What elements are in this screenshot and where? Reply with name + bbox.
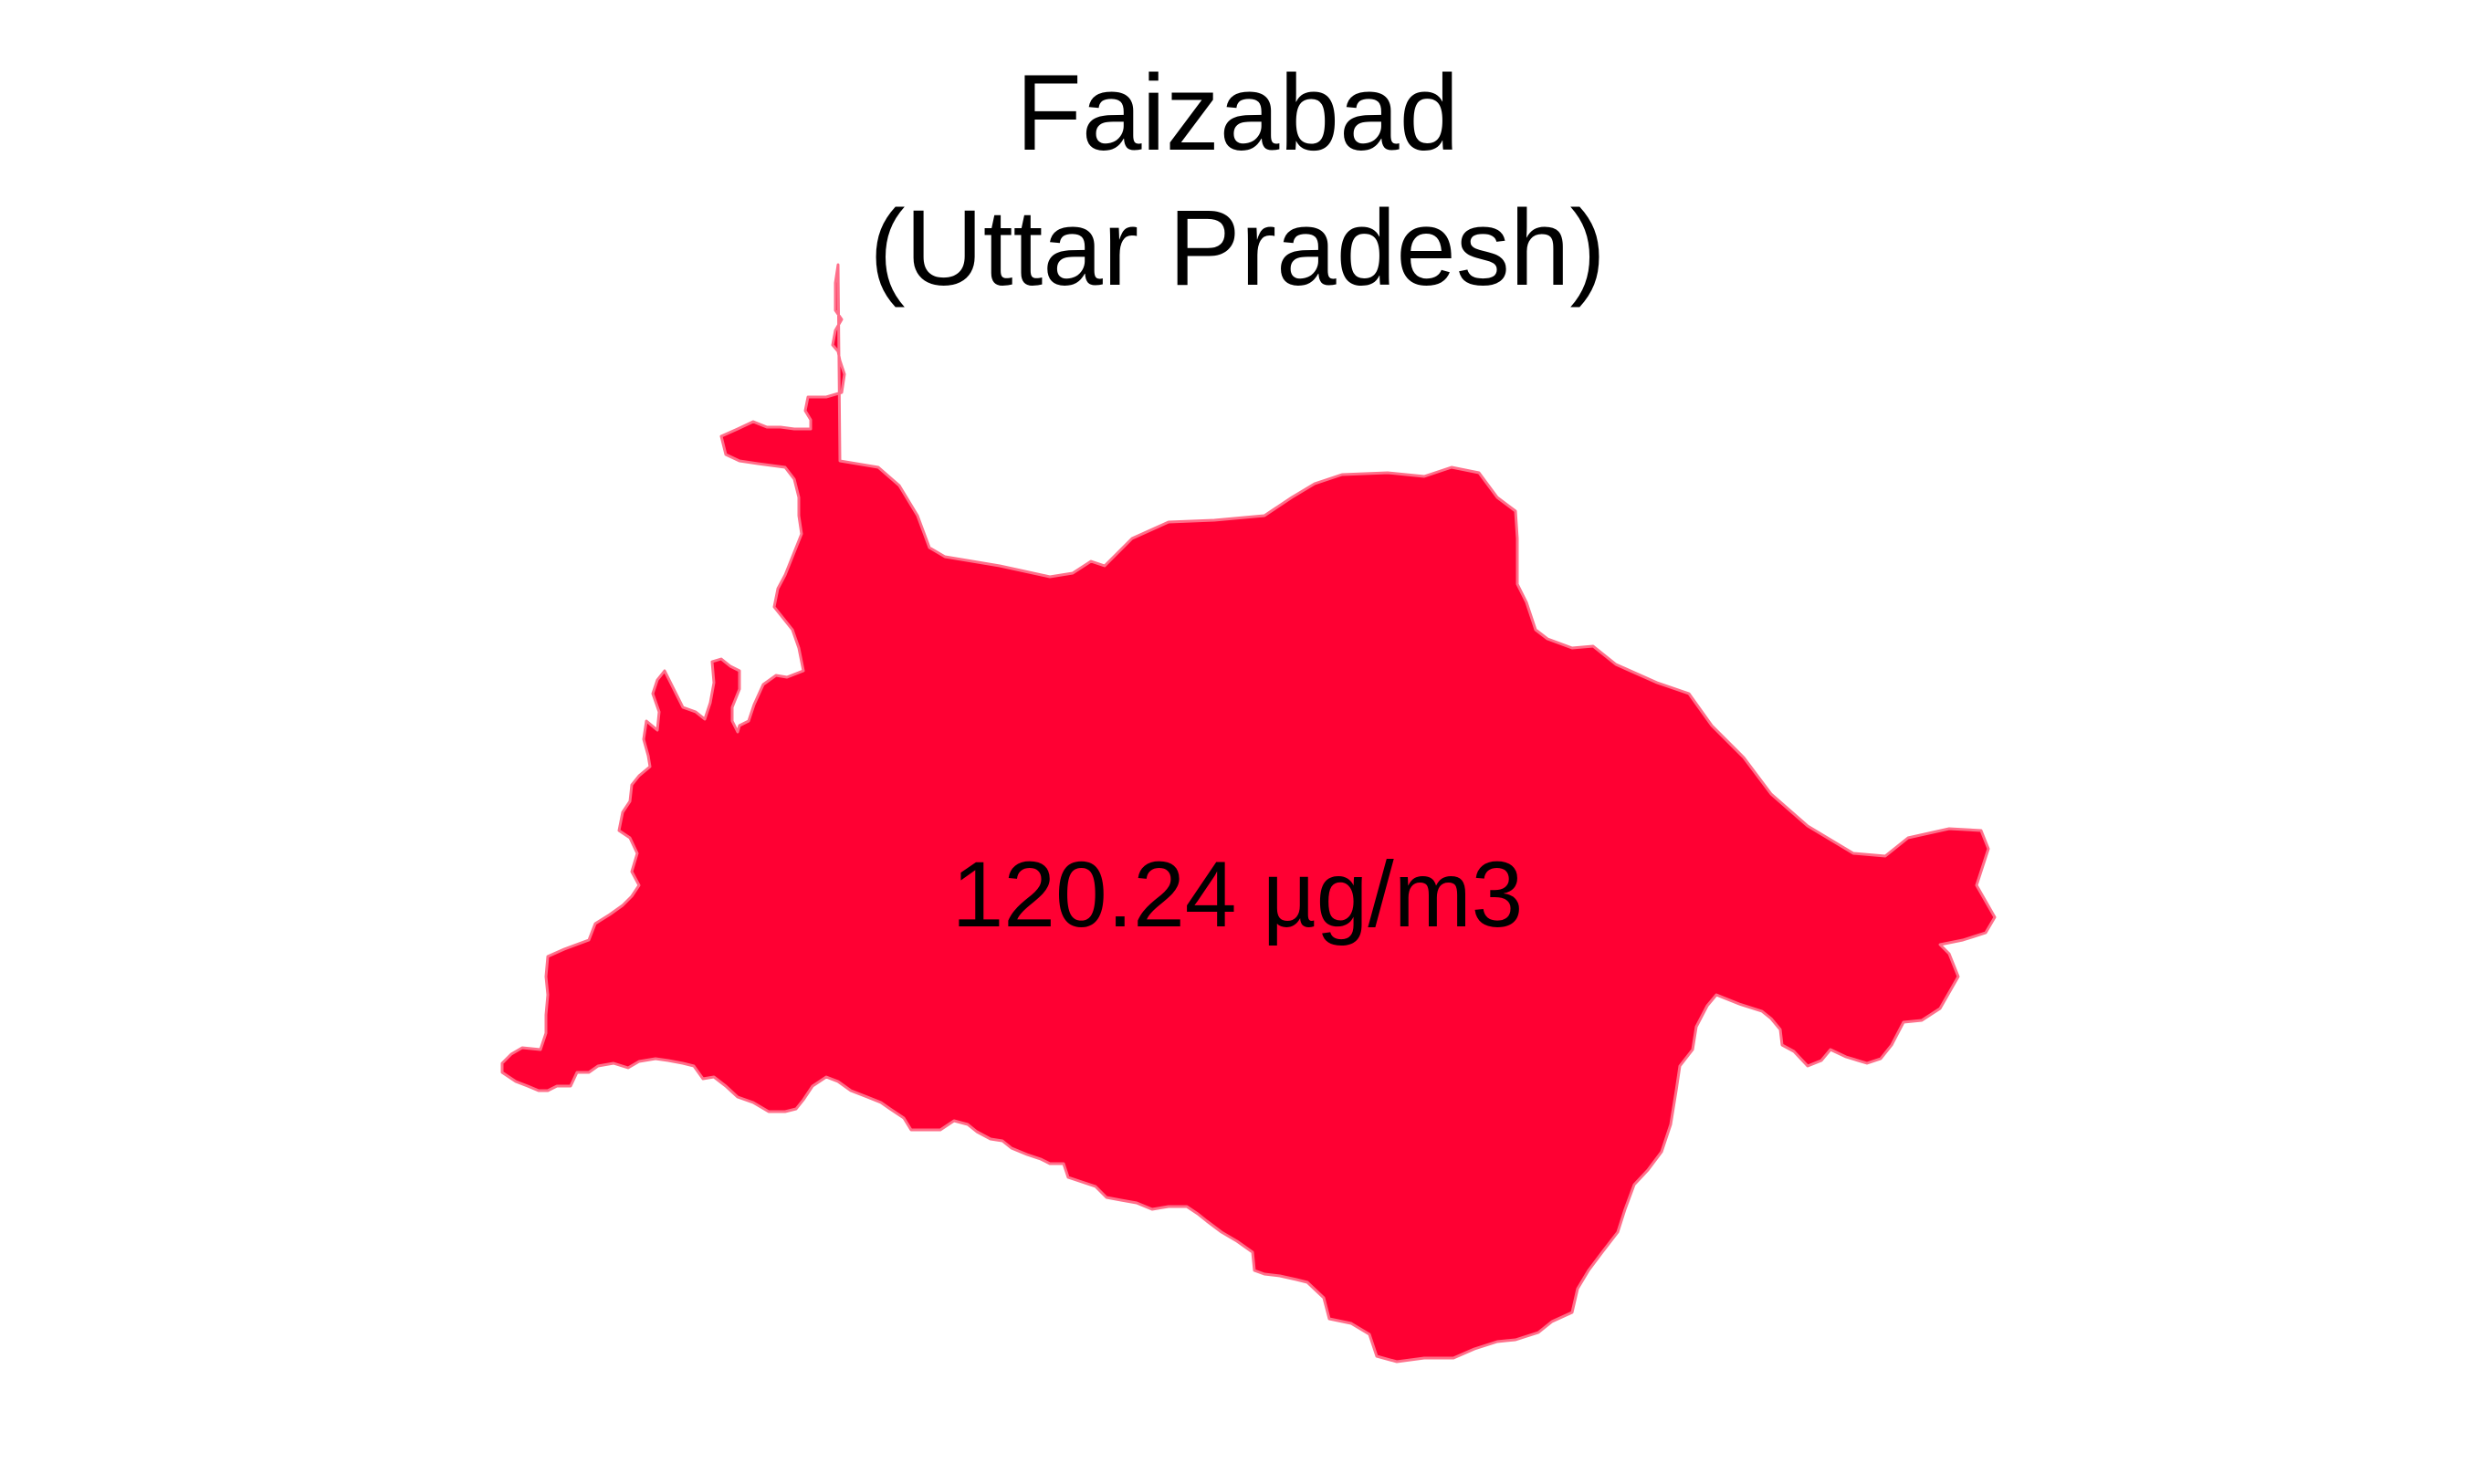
district-shape-faizabad bbox=[500, 263, 1997, 1364]
map-title: Faizabad bbox=[1015, 53, 1460, 173]
map-subtitle: (Uttar Pradesh) bbox=[869, 188, 1606, 308]
map-title-block: Faizabad (Uttar Pradesh) bbox=[0, 46, 2475, 316]
district-value-label: 120.24 µg/m3 bbox=[951, 842, 1524, 946]
